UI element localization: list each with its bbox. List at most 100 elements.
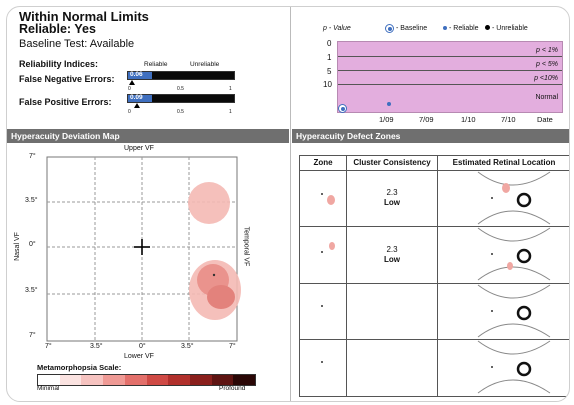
false-negative-bar: 0.06 bbox=[127, 71, 235, 80]
legend-unreliable: - Unreliable bbox=[492, 25, 528, 32]
scale-step-4 bbox=[124, 375, 147, 385]
p-value-bands: p < 1% p < 5% p <10% Normal bbox=[337, 41, 563, 113]
band-label-1: p < 1% bbox=[536, 47, 558, 54]
x-label-7-09: 7/09 bbox=[419, 115, 434, 124]
report-frame: Within Normal Limits Reliable: Yes Basel… bbox=[6, 6, 570, 402]
baseline-point bbox=[338, 104, 347, 113]
x-label-date: Date bbox=[537, 115, 553, 124]
location-column-header: Estimated Retinal Location bbox=[452, 158, 556, 167]
scale-step-1 bbox=[59, 375, 82, 385]
lower-vf-label: Lower VF bbox=[124, 353, 154, 360]
legend-reliable: - Reliable bbox=[449, 25, 479, 32]
scale-max-label: Profound bbox=[219, 385, 246, 392]
false-positive-label: False Positive Errors: bbox=[19, 97, 112, 107]
cluster-label-2: Low bbox=[384, 255, 400, 264]
scale-min-label: Minimal bbox=[37, 385, 60, 392]
defect-point bbox=[212, 273, 216, 277]
legend-baseline: - Baseline bbox=[396, 25, 428, 32]
scale-step-5 bbox=[146, 375, 169, 385]
cluster-label-1: Low bbox=[384, 198, 400, 207]
deviation-map-header: Hyperacuity Deviation Map bbox=[7, 129, 289, 143]
reliable-point bbox=[387, 102, 391, 106]
fn-tick-0: 0 bbox=[128, 86, 131, 92]
false-positive-value: 0.09 bbox=[130, 94, 143, 101]
false-positive-fill bbox=[128, 95, 152, 102]
scale-step-3 bbox=[103, 375, 125, 385]
baseline-status: Baseline Test: Available bbox=[19, 38, 135, 50]
retina-row-4 bbox=[477, 340, 551, 394]
progression-panel: p - Value - Baseline - Reliable - Unreli… bbox=[293, 7, 569, 127]
upper-vf-label: Upper VF bbox=[124, 145, 154, 152]
y-label-5: 5 bbox=[327, 67, 332, 76]
deviation-map-plot bbox=[46, 156, 241, 342]
band-label-10: p <10% bbox=[534, 75, 558, 82]
x-tick-leftmid: 3.5° bbox=[90, 343, 103, 350]
zone3-fixation-dot bbox=[321, 305, 323, 307]
reliable-status: Reliable: Yes bbox=[19, 22, 96, 36]
band-line-5 bbox=[338, 70, 562, 71]
reliable-legend-icon bbox=[443, 26, 447, 30]
y-tick-center: 0° bbox=[29, 241, 36, 248]
band-label-normal: Normal bbox=[535, 94, 558, 101]
zone2-blob bbox=[329, 242, 335, 250]
scale-step-8 bbox=[211, 375, 234, 385]
zone-column-header: Zone bbox=[313, 158, 333, 167]
y-label-0: 0 bbox=[327, 39, 332, 48]
unreliable-legend-icon bbox=[485, 25, 490, 30]
fn-tick-mid: 0.5 bbox=[177, 86, 184, 92]
row-divider-1 bbox=[300, 226, 569, 227]
band-label-5: p < 5% bbox=[536, 61, 558, 68]
band-line-10 bbox=[338, 84, 562, 85]
false-negative-marker-icon bbox=[129, 80, 135, 85]
x-tick-center: 0° bbox=[139, 343, 146, 350]
row-divider-3 bbox=[300, 339, 569, 340]
scale-step-9 bbox=[233, 375, 256, 385]
x-tick-rightmid: 3.5° bbox=[181, 343, 194, 350]
zone2-fixation-dot bbox=[321, 251, 323, 253]
cluster-value-1: 2.3 bbox=[386, 188, 398, 197]
retina-row-2 bbox=[477, 227, 551, 281]
false-negative-value: 0.06 bbox=[130, 71, 143, 78]
x-label-1-10: 1/10 bbox=[461, 115, 476, 124]
summary-panel: Within Normal Limits Reliable: Yes Basel… bbox=[17, 9, 287, 129]
x-tick-left: 7° bbox=[45, 343, 52, 350]
false-negative-fill bbox=[128, 72, 152, 79]
false-positive-bar: 0.09 bbox=[127, 94, 235, 103]
reliable-column-label: Reliable bbox=[144, 61, 168, 68]
defect-blob-upper bbox=[188, 182, 230, 224]
defect-blob-lower-inner bbox=[207, 285, 235, 309]
row-divider-2 bbox=[300, 283, 569, 284]
defect-zones-header: Hyperacuity Defect Zones bbox=[292, 129, 569, 143]
row-divider-0 bbox=[300, 170, 569, 171]
zone1-blob bbox=[327, 195, 335, 205]
fp-tick-0: 0 bbox=[128, 109, 131, 115]
metamorphopsia-scale bbox=[37, 374, 256, 386]
defect-zones-table: Zone Cluster Consistency Estimated Retin… bbox=[299, 155, 569, 397]
fp-tick-mid: 0.5 bbox=[177, 109, 184, 115]
scale-step-0 bbox=[38, 375, 60, 385]
reliability-indices-label: Reliability Indices: bbox=[19, 59, 99, 69]
column-divider-2 bbox=[437, 156, 438, 396]
fp-tick-1: 1 bbox=[229, 109, 232, 115]
scale-step-7 bbox=[189, 375, 212, 385]
y-tick-lower: 3.5° bbox=[25, 287, 38, 294]
scale-step-2 bbox=[81, 375, 104, 385]
x-tick-right: 7° bbox=[229, 343, 236, 350]
fn-tick-1: 1 bbox=[229, 86, 232, 92]
baseline-legend-icon bbox=[385, 24, 394, 33]
panel-divider bbox=[290, 7, 291, 401]
band-line-1 bbox=[338, 56, 562, 57]
false-positive-marker-icon bbox=[134, 103, 140, 108]
zone1-fixation-dot bbox=[321, 193, 323, 195]
y-tick-upper: 3.5° bbox=[25, 197, 38, 204]
retina-row-3 bbox=[477, 284, 551, 338]
p-value-label: p - Value bbox=[323, 25, 351, 32]
x-label-1-09: 1/09 bbox=[379, 115, 394, 124]
zone4-fixation-dot bbox=[321, 361, 323, 363]
retina-row-1 bbox=[477, 171, 551, 225]
result-title: Within Normal Limits bbox=[19, 9, 149, 24]
scale-step-6 bbox=[168, 375, 190, 385]
y-tick-bottom: 7° bbox=[29, 332, 36, 339]
column-divider-1 bbox=[346, 156, 347, 396]
y-label-10: 10 bbox=[323, 80, 332, 89]
